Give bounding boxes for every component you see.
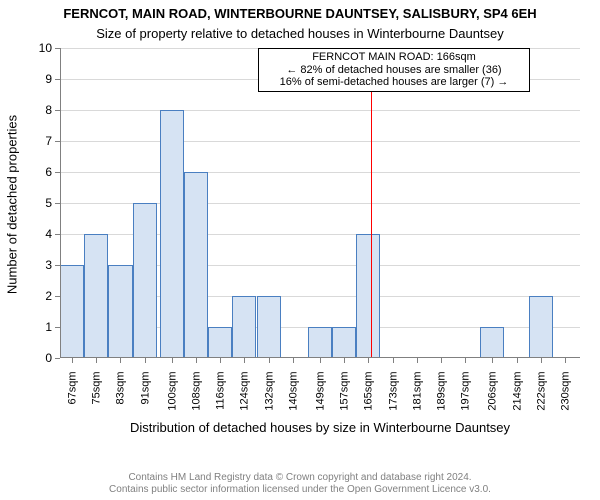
- y-tick: [55, 48, 60, 49]
- y-tick-label: 0: [28, 351, 52, 365]
- x-tick-label: 100sqm: [166, 372, 177, 432]
- histogram-bar: [529, 296, 553, 358]
- x-tick: [344, 358, 345, 363]
- reference-line: [371, 48, 372, 358]
- y-tick-label: 6: [28, 165, 52, 179]
- y-tick-label: 5: [28, 196, 52, 210]
- x-tick: [517, 358, 518, 363]
- x-tick: [441, 358, 442, 363]
- x-tick: [293, 358, 294, 363]
- grid-line: [60, 110, 580, 111]
- x-tick-label: 165sqm: [363, 372, 374, 432]
- histogram-bar: [257, 296, 281, 358]
- x-tick-label: 67sqm: [67, 372, 78, 432]
- footer-line1: Contains HM Land Registry data © Crown c…: [0, 472, 600, 484]
- y-tick-label: 10: [28, 41, 52, 55]
- x-tick-label: 116sqm: [215, 372, 226, 432]
- y-tick: [55, 327, 60, 328]
- x-tick: [96, 358, 97, 363]
- chart-title-main: FERNCOT, MAIN ROAD, WINTERBOURNE DAUNTSE…: [0, 6, 600, 21]
- y-tick-label: 4: [28, 227, 52, 241]
- annotation-line1: FERNCOT MAIN ROAD: 166sqm: [263, 51, 525, 64]
- annotation-line3: 16% of semi-detached houses are larger (…: [263, 76, 525, 89]
- annotation-line2: ← 82% of detached houses are smaller (36…: [263, 64, 525, 77]
- y-tick: [55, 203, 60, 204]
- y-tick: [55, 110, 60, 111]
- y-tick-label: 3: [28, 258, 52, 272]
- footer-attribution: Contains HM Land Registry data © Crown c…: [0, 472, 600, 495]
- grid-line: [60, 172, 580, 173]
- annotation-box: FERNCOT MAIN ROAD: 166sqm ← 82% of detac…: [258, 48, 530, 92]
- x-tick: [145, 358, 146, 363]
- y-tick: [55, 296, 60, 297]
- x-tick-label: 75sqm: [91, 372, 102, 432]
- x-tick-label: 108sqm: [191, 372, 202, 432]
- x-tick-label: 222sqm: [535, 372, 546, 432]
- grid-line: [60, 141, 580, 142]
- histogram-bar: [308, 327, 332, 358]
- y-axis-label: Number of detached properties: [5, 49, 20, 359]
- plot-area: [60, 48, 580, 358]
- x-tick: [120, 358, 121, 363]
- y-tick-label: 9: [28, 72, 52, 86]
- x-tick: [172, 358, 173, 363]
- x-tick: [269, 358, 270, 363]
- y-tick-label: 2: [28, 289, 52, 303]
- x-tick-label: 91sqm: [139, 372, 150, 432]
- y-tick-label: 8: [28, 103, 52, 117]
- x-tick: [72, 358, 73, 363]
- x-tick-label: 206sqm: [487, 372, 498, 432]
- histogram-bar: [332, 327, 356, 358]
- x-tick-label: 149sqm: [315, 372, 326, 432]
- x-tick: [196, 358, 197, 363]
- histogram-bar: [356, 234, 380, 358]
- x-tick: [541, 358, 542, 363]
- x-tick: [465, 358, 466, 363]
- x-tick-label: 181sqm: [411, 372, 422, 432]
- x-tick: [244, 358, 245, 363]
- y-tick: [55, 172, 60, 173]
- x-tick-label: 214sqm: [511, 372, 522, 432]
- x-tick: [417, 358, 418, 363]
- y-tick: [55, 79, 60, 80]
- x-tick-label: 140sqm: [287, 372, 298, 432]
- x-tick-label: 189sqm: [435, 372, 446, 432]
- x-tick: [565, 358, 566, 363]
- x-tick: [492, 358, 493, 363]
- y-tick: [55, 141, 60, 142]
- histogram-bar: [232, 296, 256, 358]
- x-tick: [368, 358, 369, 363]
- x-tick: [220, 358, 221, 363]
- y-axis-line: [60, 48, 61, 358]
- footer-line2: Contains public sector information licen…: [0, 484, 600, 496]
- histogram-bar: [184, 172, 208, 358]
- x-tick-label: 124sqm: [239, 372, 250, 432]
- y-tick: [55, 358, 60, 359]
- y-tick: [55, 265, 60, 266]
- histogram-bar: [133, 203, 157, 358]
- x-tick-label: 83sqm: [115, 372, 126, 432]
- histogram-bar: [208, 327, 232, 358]
- histogram-bar: [84, 234, 108, 358]
- histogram-bar: [60, 265, 84, 358]
- x-tick-label: 197sqm: [460, 372, 471, 432]
- histogram-bar: [108, 265, 132, 358]
- chart-title-sub: Size of property relative to detached ho…: [0, 26, 600, 41]
- x-tick: [393, 358, 394, 363]
- x-tick-label: 173sqm: [387, 372, 398, 432]
- x-tick-label: 230sqm: [559, 372, 570, 432]
- x-tick-label: 132sqm: [263, 372, 274, 432]
- x-tick: [320, 358, 321, 363]
- y-tick: [55, 234, 60, 235]
- y-tick-label: 7: [28, 134, 52, 148]
- y-tick-label: 1: [28, 320, 52, 334]
- histogram-bar: [160, 110, 184, 358]
- x-tick-label: 157sqm: [339, 372, 350, 432]
- histogram-bar: [480, 327, 504, 358]
